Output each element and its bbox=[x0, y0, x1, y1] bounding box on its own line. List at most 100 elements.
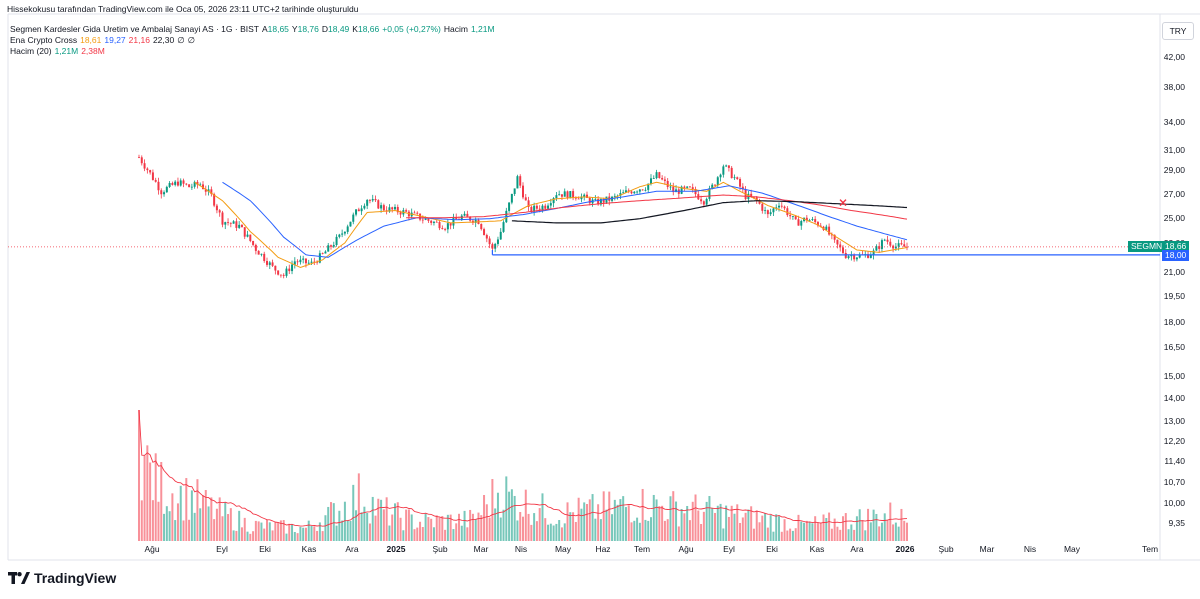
candle-body bbox=[260, 253, 263, 255]
volume-bar bbox=[833, 518, 836, 541]
candle-body bbox=[527, 200, 530, 207]
volume-bar bbox=[580, 508, 583, 541]
volume-bar bbox=[655, 499, 658, 541]
volume-bar bbox=[288, 523, 291, 541]
volume-bar bbox=[271, 530, 274, 541]
volume-bar bbox=[199, 508, 202, 541]
volume-bar bbox=[188, 519, 191, 541]
x-tick-label: Kas bbox=[302, 544, 317, 554]
y-tick-label: 9,35 bbox=[1168, 518, 1185, 528]
volume-bar bbox=[146, 445, 149, 541]
volume-bar bbox=[249, 533, 252, 541]
volume-bar bbox=[382, 509, 385, 541]
volume-bar bbox=[266, 519, 268, 541]
candle-body bbox=[480, 223, 483, 230]
volume-bar bbox=[435, 515, 438, 541]
ema-200-line bbox=[511, 200, 908, 224]
candle-body bbox=[560, 194, 563, 197]
candle-body bbox=[243, 227, 246, 237]
volume-bar bbox=[752, 528, 755, 541]
candle-body bbox=[627, 190, 630, 192]
candle-body bbox=[485, 235, 488, 239]
candle-body bbox=[463, 213, 466, 216]
tradingview-logo[interactable]: TradingView bbox=[8, 570, 116, 586]
volume-bar bbox=[569, 512, 572, 541]
volume-bar bbox=[341, 520, 344, 541]
candle-body bbox=[772, 208, 775, 213]
volume-bar bbox=[321, 531, 324, 541]
volume-bar bbox=[725, 505, 728, 541]
volume-bar bbox=[522, 516, 524, 541]
candle-body bbox=[549, 203, 552, 206]
candle-body bbox=[547, 205, 550, 209]
candle-body bbox=[789, 215, 792, 217]
candle-body bbox=[775, 207, 778, 209]
candle-body bbox=[335, 236, 338, 245]
candle-body bbox=[310, 261, 313, 263]
candle-body bbox=[683, 186, 686, 188]
volume-bar bbox=[502, 509, 505, 541]
volume-bar bbox=[402, 530, 405, 541]
volume-bar bbox=[716, 505, 719, 541]
x-tick-label: Ağu bbox=[144, 544, 159, 554]
volume-bar bbox=[836, 526, 839, 541]
candle-body bbox=[474, 219, 477, 223]
volume-bar bbox=[694, 494, 697, 541]
volume-bar bbox=[608, 491, 611, 541]
candle-body bbox=[368, 199, 371, 201]
candle-body bbox=[847, 256, 850, 258]
candles bbox=[138, 154, 908, 279]
candle-body bbox=[204, 189, 207, 192]
volume-bar bbox=[338, 510, 341, 541]
volume-bar bbox=[680, 509, 683, 541]
cross-marker-b bbox=[839, 199, 847, 207]
candle-body bbox=[764, 210, 767, 211]
volume-bar bbox=[366, 512, 369, 541]
x-tick-label: Mar bbox=[980, 544, 995, 554]
candle-body bbox=[343, 231, 346, 234]
candle-body bbox=[577, 198, 580, 200]
volume-bar bbox=[828, 512, 831, 541]
volume-bar bbox=[318, 522, 321, 541]
volume-bar bbox=[277, 523, 280, 541]
candle-body bbox=[828, 226, 831, 235]
volume-bar bbox=[299, 526, 302, 541]
candle-body bbox=[563, 191, 566, 197]
candle-body bbox=[171, 183, 174, 185]
volume-bar bbox=[483, 495, 486, 541]
y-tick-label: 18,00 bbox=[1164, 317, 1186, 327]
change-value: +0,05 (+0,27%) bbox=[382, 24, 441, 34]
volume-bar bbox=[814, 516, 817, 541]
candle-body bbox=[288, 268, 291, 272]
candle-body bbox=[675, 189, 678, 193]
volume-bar bbox=[210, 497, 213, 541]
candle-body bbox=[274, 265, 277, 271]
volume-bar bbox=[460, 525, 463, 541]
y-tick-label: 13,00 bbox=[1164, 416, 1186, 426]
candle-body bbox=[229, 222, 232, 224]
candle-body bbox=[224, 222, 227, 225]
volume-bar bbox=[466, 527, 469, 541]
volume-bar bbox=[733, 513, 736, 541]
candle-body bbox=[149, 170, 152, 173]
volume-bar bbox=[313, 526, 316, 541]
candle-body bbox=[316, 261, 319, 263]
candle-body bbox=[700, 199, 703, 202]
volume-bar bbox=[427, 517, 430, 541]
volume-bar bbox=[477, 512, 480, 541]
volume-bar bbox=[666, 519, 669, 541]
candle-body bbox=[151, 172, 154, 180]
candle-body bbox=[878, 246, 881, 249]
volume-bar bbox=[516, 520, 519, 541]
currency-button[interactable]: TRY bbox=[1162, 22, 1194, 40]
volume-bar bbox=[263, 528, 266, 541]
candle-body bbox=[825, 226, 828, 230]
indicator1-name: Ena Crypto Cross bbox=[10, 35, 78, 45]
volume-bar bbox=[583, 502, 586, 541]
candle-body bbox=[666, 180, 669, 187]
volume-bar bbox=[630, 522, 633, 541]
volume-bar bbox=[163, 513, 166, 541]
volume-bar bbox=[850, 524, 853, 541]
candle-body bbox=[179, 180, 182, 186]
